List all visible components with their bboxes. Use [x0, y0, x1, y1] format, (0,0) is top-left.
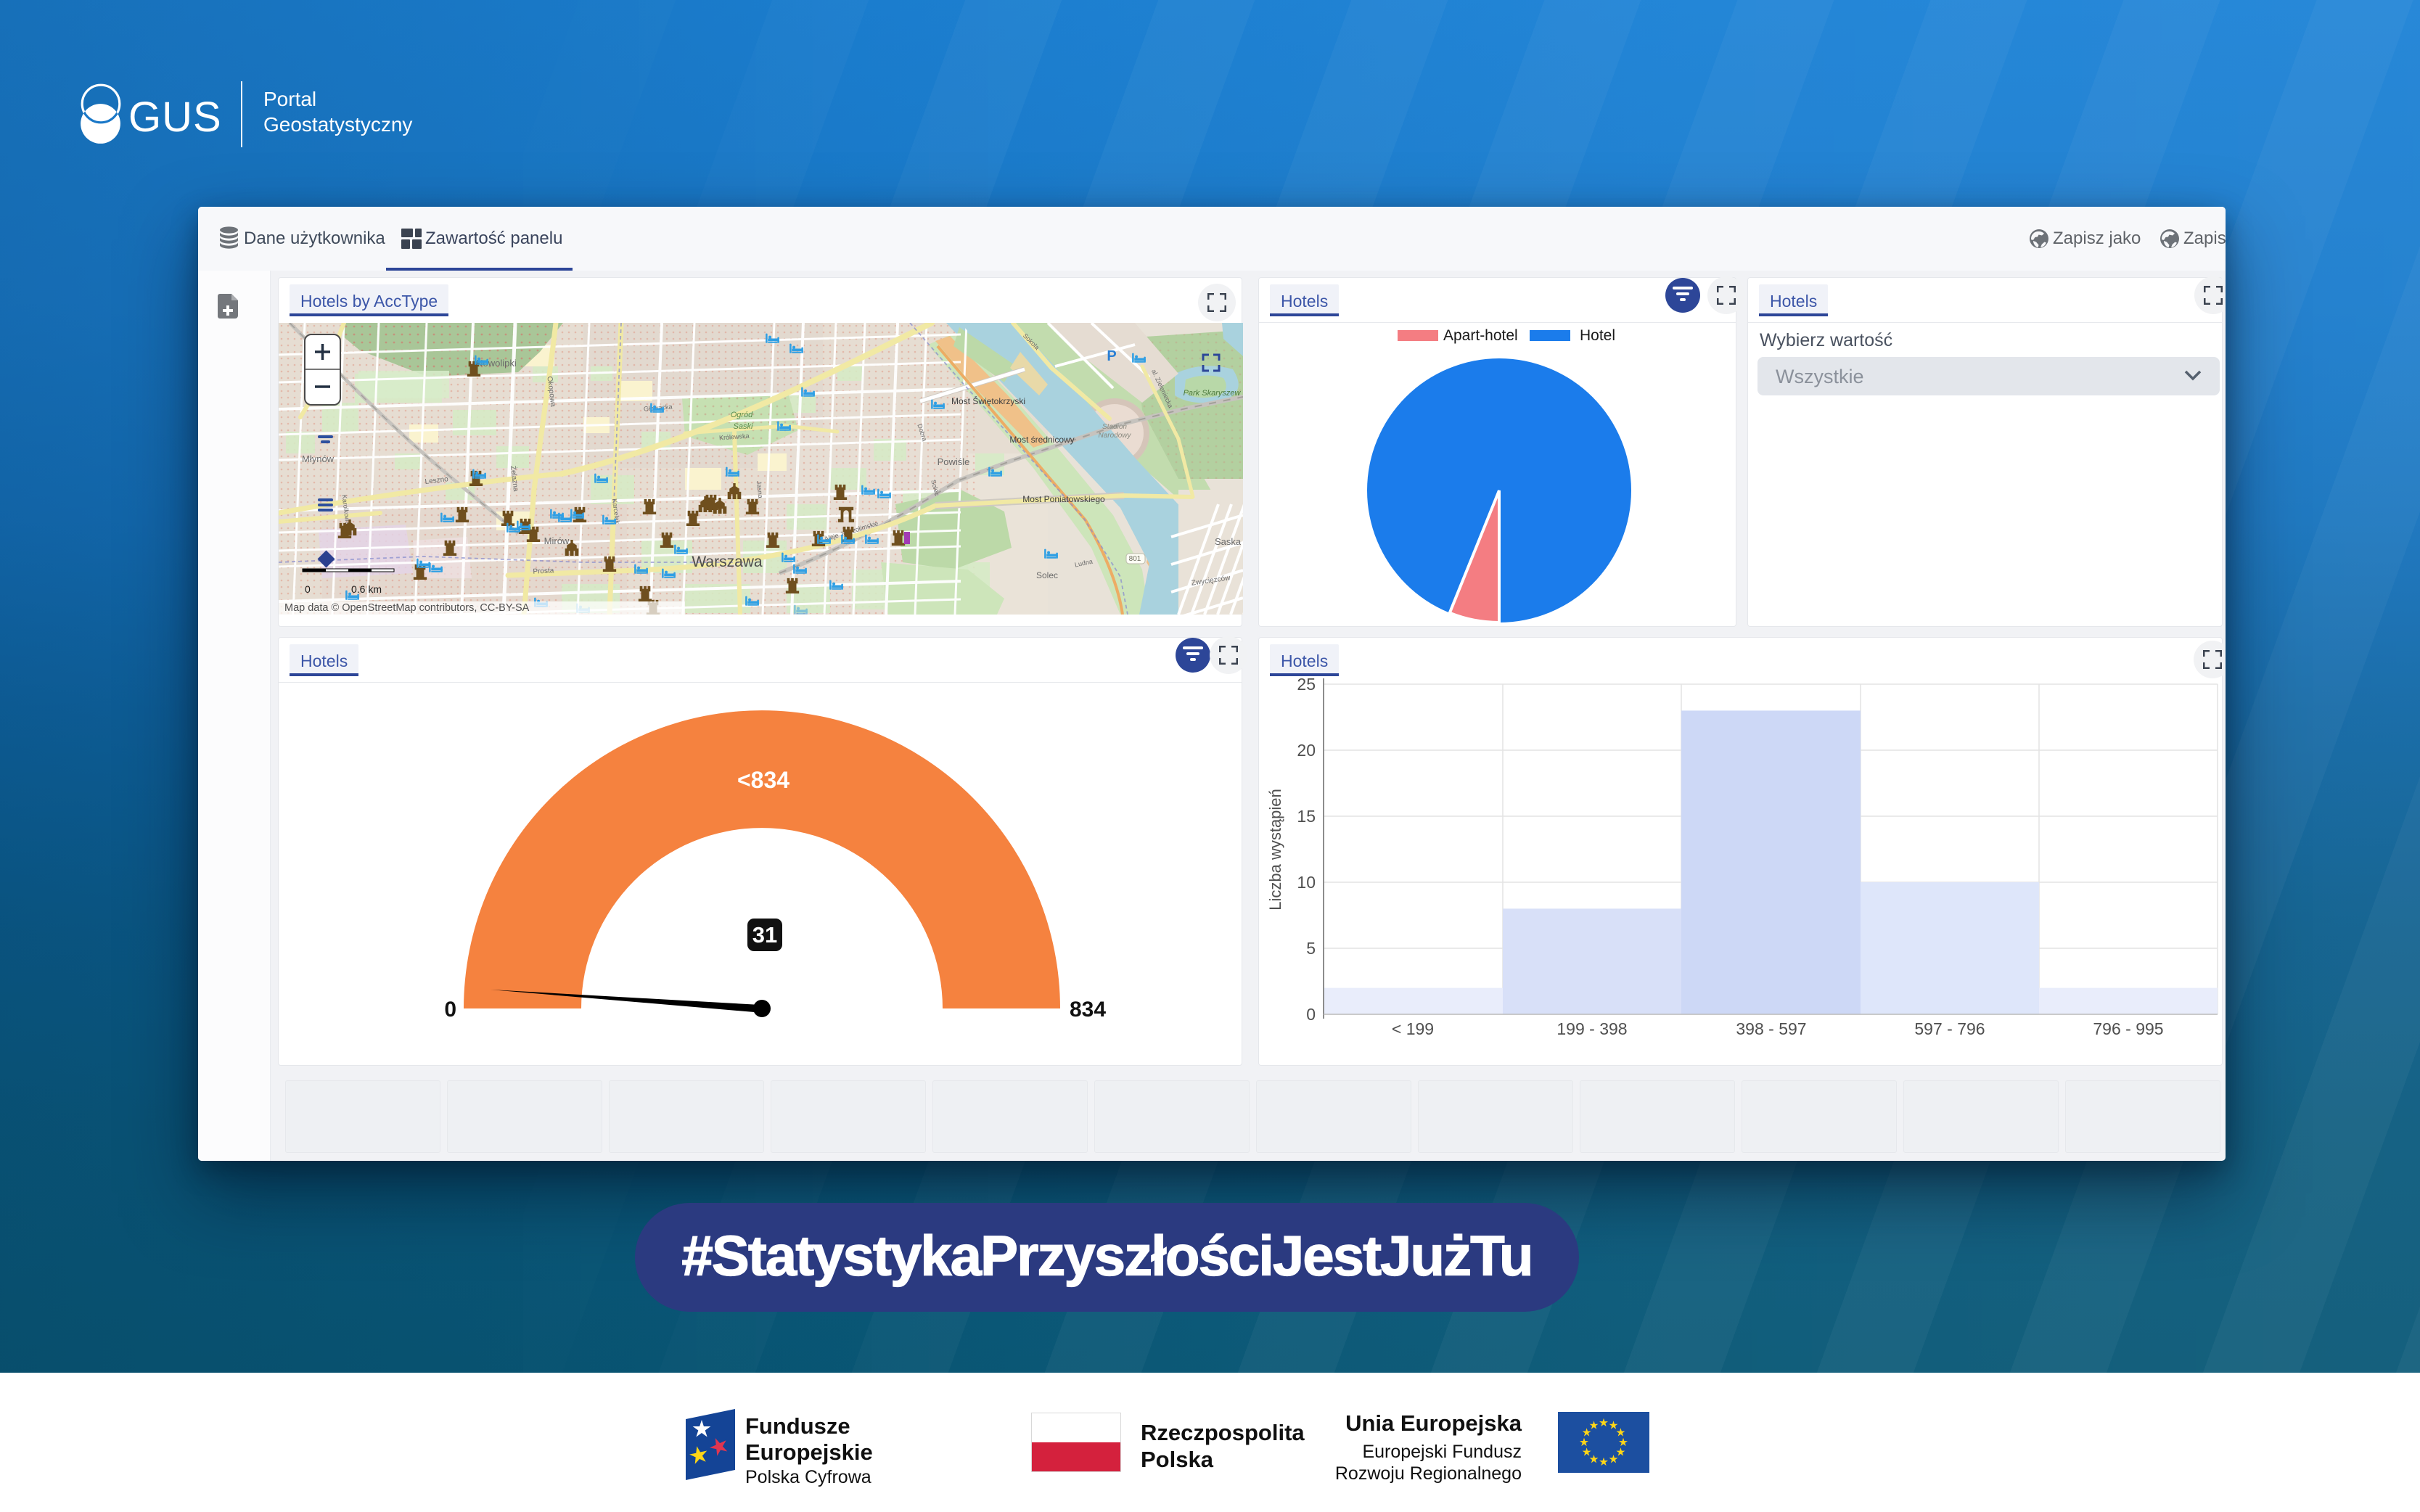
- svg-text:< 199: < 199: [1392, 1019, 1434, 1038]
- svg-text:15: 15: [1297, 807, 1316, 826]
- svg-text:398 - 597: 398 - 597: [1736, 1019, 1806, 1038]
- svg-text:801: 801: [1129, 555, 1141, 563]
- svg-text:5: 5: [1306, 939, 1316, 958]
- svg-text:20: 20: [1297, 741, 1316, 760]
- svg-text:Okopowa: Okopowa: [545, 376, 557, 408]
- svg-text:Królewska: Królewska: [719, 432, 750, 442]
- svg-text:Nowolipki: Nowolipki: [476, 358, 517, 369]
- svg-text:Żelazna: Żelazna: [509, 465, 521, 492]
- svg-text:Warszawa: Warszawa: [692, 554, 763, 570]
- svg-text:10: 10: [1297, 873, 1316, 892]
- svg-text:Most średnicowy: Most średnicowy: [1009, 435, 1074, 445]
- svg-text:<834: <834: [737, 767, 789, 793]
- svg-text:Ogród: Ogród: [731, 411, 753, 419]
- svg-text:Stadion: Stadion: [1102, 423, 1127, 431]
- svg-text:P: P: [1107, 348, 1116, 364]
- svg-text:Prosta: Prosta: [533, 567, 554, 576]
- svg-text:Liczba wystąpień: Liczba wystąpień: [1266, 789, 1284, 911]
- svg-text:Jasna: Jasna: [755, 480, 764, 498]
- svg-text:Młynów: Młynów: [302, 453, 335, 464]
- svg-text:31: 31: [752, 922, 777, 948]
- svg-text:25: 25: [1297, 675, 1316, 694]
- svg-text:Park Skaryszew: Park Skaryszew: [1184, 389, 1242, 398]
- svg-text:Most Poniatowskiego: Most Poniatowskiego: [1022, 494, 1105, 504]
- svg-text:834: 834: [1070, 998, 1106, 1022]
- svg-text:597 - 796: 597 - 796: [1914, 1019, 1985, 1038]
- svg-text:Karcelak: Karcelak: [611, 498, 621, 525]
- svg-text:0: 0: [305, 583, 311, 595]
- svg-text:199 - 398: 199 - 398: [1556, 1019, 1627, 1038]
- svg-text:Leszno: Leszno: [424, 475, 449, 486]
- svg-text:Solec: Solec: [1036, 570, 1058, 580]
- svg-text:Narodowy: Narodowy: [1098, 432, 1131, 440]
- svg-text:Mirów: Mirów: [544, 535, 570, 546]
- svg-text:Most Świętokrzyski: Most Świętokrzyski: [951, 395, 1025, 406]
- svg-text:0: 0: [444, 998, 456, 1022]
- svg-text:Powiśle: Powiśle: [938, 456, 970, 467]
- svg-text:796 - 995: 796 - 995: [2093, 1019, 2163, 1038]
- svg-text:Map data © OpenStreetMap contr: Map data © OpenStreetMap contributors, C…: [284, 602, 530, 614]
- svg-text:0: 0: [1306, 1005, 1316, 1024]
- svg-text:Saski: Saski: [734, 422, 753, 431]
- svg-text:Saska Kę: Saska Kę: [1215, 536, 1243, 547]
- svg-text:0.6 km: 0.6 km: [351, 583, 382, 595]
- svg-text:Apart-hotel: Apart-hotel: [1443, 327, 1518, 344]
- svg-text:Hotel: Hotel: [1580, 327, 1615, 344]
